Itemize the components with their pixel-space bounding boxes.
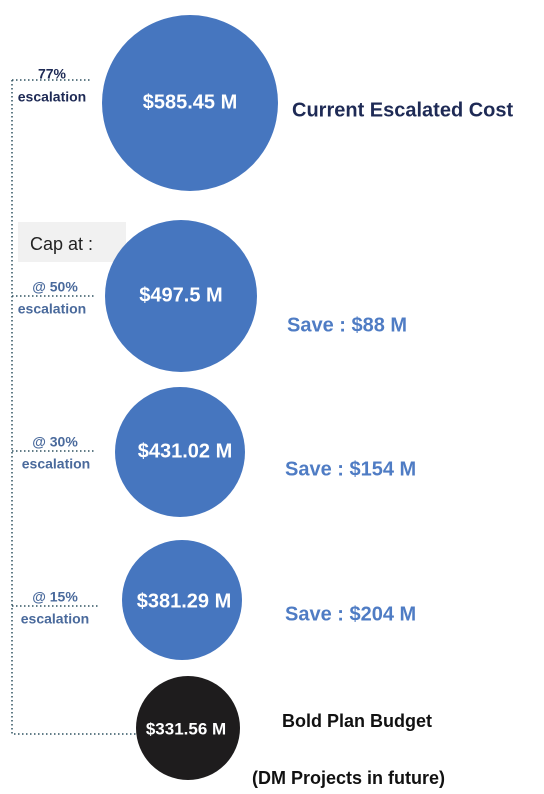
bubble — [102, 15, 278, 191]
label: Save : $88 M — [287, 314, 407, 336]
label: Save : $204 M — [285, 603, 416, 625]
rate-caption: escalation — [22, 456, 90, 472]
label: Save : $154 M — [285, 458, 416, 480]
rate-caption: escalation — [18, 301, 86, 317]
note: (DM Projects in future) — [252, 768, 445, 788]
connector — [11, 79, 136, 735]
bubble — [105, 220, 257, 372]
cap-label: Cap at : — [30, 234, 93, 254]
rate: 77% — [38, 66, 67, 82]
rate: @ 15% — [32, 589, 78, 605]
label: Current Escalated Cost — [292, 99, 514, 121]
cap-box — [18, 222, 126, 262]
bubble — [136, 676, 240, 780]
amount: $331.56 M — [146, 719, 226, 738]
amount: $585.45 M — [143, 91, 238, 113]
bubble — [115, 387, 245, 517]
amount: $381.29 M — [137, 590, 232, 612]
amount: $497.5 M — [139, 284, 222, 306]
bubble — [122, 540, 242, 660]
amount: $431.02 M — [138, 440, 233, 462]
rate-caption: escalation — [21, 611, 89, 627]
rate: @ 50% — [32, 279, 78, 295]
label: Bold Plan Budget — [282, 711, 432, 731]
rate: @ 30% — [32, 434, 78, 450]
rate-caption: escalation — [18, 89, 86, 105]
